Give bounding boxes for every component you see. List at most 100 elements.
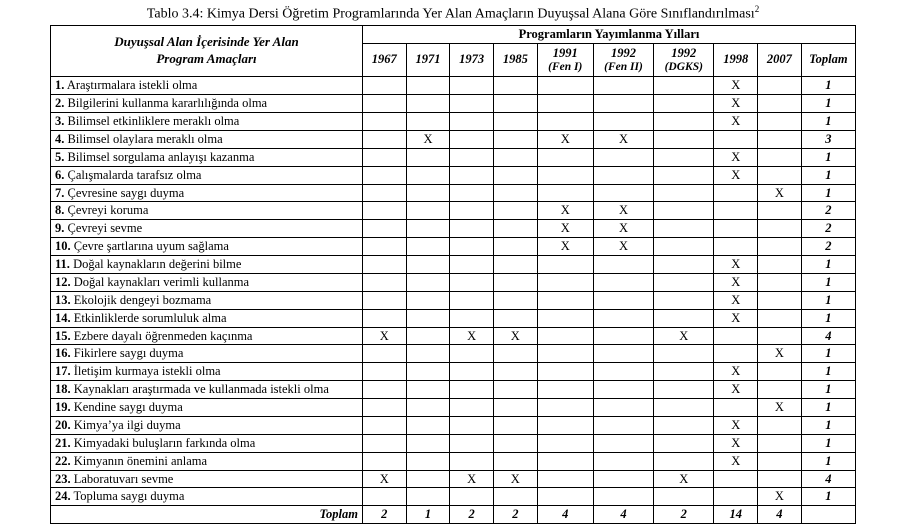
cell-y1967 (362, 399, 406, 417)
col-header-total: Toplam (801, 43, 855, 77)
cell-y1991 (537, 416, 593, 434)
cell-y1992a (593, 470, 653, 488)
row-number: 20. (55, 418, 71, 432)
cell-y1973 (450, 309, 494, 327)
cell-y1992b (654, 363, 714, 381)
row-label: 21. Kimyadaki buluşların farkında olma (51, 434, 363, 452)
cell-y2007 (758, 220, 802, 238)
cell-y1967 (362, 77, 406, 95)
col-total-y1992a: 4 (593, 506, 653, 524)
cell-y1992a (593, 77, 653, 95)
cell-y2007 (758, 434, 802, 452)
cell-y1998 (714, 184, 758, 202)
col-header-y1973: 1973 (450, 43, 494, 77)
cell-y1991 (537, 345, 593, 363)
row-label: 14. Etkinliklerde sorumluluk alma (51, 309, 363, 327)
row-number: 2. (55, 96, 64, 110)
cell-y1967: X (362, 327, 406, 345)
cell-y1992a (593, 434, 653, 452)
cell-y1992a (593, 345, 653, 363)
row-text: Araştırmalara istekli olma (67, 78, 198, 92)
cell-y2007 (758, 273, 802, 291)
cell-y1992b (654, 95, 714, 113)
table-row: 11. Doğal kaynakların değerini bilmeX1 (51, 256, 856, 274)
cell-y1967 (362, 130, 406, 148)
cell-y1973 (450, 77, 494, 95)
cell-y1998: X (714, 434, 758, 452)
cell-y1992a: X (593, 202, 653, 220)
cell-y1985 (493, 184, 537, 202)
col-total-y1991: 4 (537, 506, 593, 524)
cell-y1973 (450, 202, 494, 220)
cell-y1971 (406, 202, 450, 220)
cell-y2007 (758, 166, 802, 184)
table-row: 14. Etkinliklerde sorumluluk almaX1 (51, 309, 856, 327)
cell-y1998 (714, 202, 758, 220)
col-header-label: 1973 (459, 52, 484, 66)
col-header-label: 1992 (611, 46, 636, 60)
cell-y1998: X (714, 77, 758, 95)
col-total-y1985: 2 (493, 506, 537, 524)
cell-y1973 (450, 184, 494, 202)
table-row: 12. Doğal kaynakları verimli kullanmaX1 (51, 273, 856, 291)
cell-y1992a (593, 256, 653, 274)
cell-y2007 (758, 416, 802, 434)
cell-y1967 (362, 363, 406, 381)
row-total: 1 (801, 291, 855, 309)
cell-y1967: X (362, 470, 406, 488)
cell-y1992b (654, 381, 714, 399)
cell-y1991: X (537, 238, 593, 256)
table-row: 16. Fikirlere saygı duymaX1 (51, 345, 856, 363)
cell-y1973 (450, 220, 494, 238)
cell-y1973 (450, 113, 494, 131)
row-text: Kimya’ya ilgi duyma (74, 418, 181, 432)
row-total: 1 (801, 363, 855, 381)
row-total: 1 (801, 273, 855, 291)
col-header-y1985: 1985 (493, 43, 537, 77)
cell-y1973: X (450, 470, 494, 488)
cell-y1971 (406, 345, 450, 363)
table-row: 9. Çevreyi sevmeXX2 (51, 220, 856, 238)
cell-y1998: X (714, 113, 758, 131)
cell-y1998 (714, 399, 758, 417)
cell-y1992b (654, 166, 714, 184)
cell-y1973 (450, 95, 494, 113)
row-label: 22. Kimyanın önemini anlama (51, 452, 363, 470)
cell-y1967 (362, 273, 406, 291)
cell-y1971 (406, 291, 450, 309)
rowhead-title: Duyuşsal Alan İçerisinde Yer Alan Progra… (51, 25, 363, 77)
cell-y1998: X (714, 291, 758, 309)
row-total: 2 (801, 202, 855, 220)
cell-y1973 (450, 130, 494, 148)
cell-y1985 (493, 399, 537, 417)
row-total: 1 (801, 309, 855, 327)
col-header-label: 1985 (503, 52, 528, 66)
cell-y1992b (654, 238, 714, 256)
cell-y1967 (362, 309, 406, 327)
row-text: Kimyadaki buluşların farkında olma (74, 436, 256, 450)
row-text: Bilimsel etkinliklere meraklı olma (68, 114, 240, 128)
cell-y1973 (450, 345, 494, 363)
row-total: 1 (801, 399, 855, 417)
table-row: 6. Çalışmalarda tarafsız olmaX1 (51, 166, 856, 184)
cell-y1985 (493, 130, 537, 148)
cell-y1991 (537, 148, 593, 166)
row-total: 1 (801, 434, 855, 452)
caption-text: Kimya Dersi Öğretim Programlarında Yer A… (207, 7, 755, 22)
row-number: 9. (55, 221, 64, 235)
row-text: Bilgilerini kullanma kararlılığında olma (68, 96, 268, 110)
row-text: Bilimsel olaylara meraklı olma (68, 132, 223, 146)
col-total-y2007: 4 (758, 506, 802, 524)
row-label: 15. Ezbere dayalı öğrenmeden kaçınma (51, 327, 363, 345)
cell-y1971 (406, 488, 450, 506)
cell-y1973 (450, 238, 494, 256)
cell-y1991: X (537, 220, 593, 238)
cell-y1992a (593, 452, 653, 470)
totals-row: Toplam2122442144 (51, 506, 856, 524)
cell-y1967 (362, 381, 406, 399)
row-label: 9. Çevreyi sevme (51, 220, 363, 238)
col-header-label: 1967 (372, 52, 397, 66)
cell-y1998: X (714, 381, 758, 399)
cell-y1971 (406, 113, 450, 131)
cell-y1973 (450, 148, 494, 166)
